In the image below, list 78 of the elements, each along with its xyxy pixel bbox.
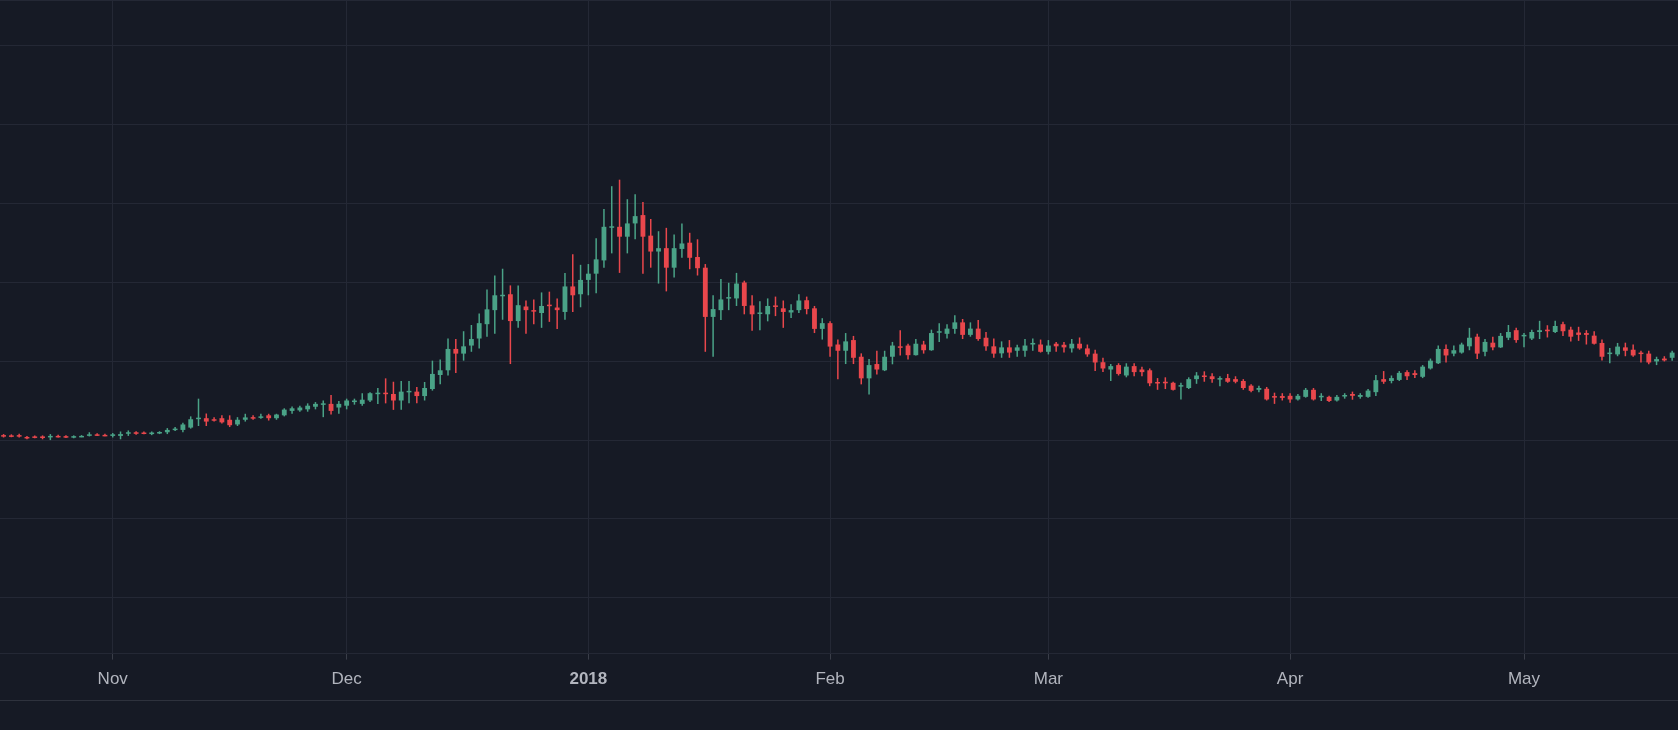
candlestick bbox=[453, 338, 459, 374]
candlestick bbox=[414, 386, 420, 405]
candlestick bbox=[882, 350, 888, 372]
candlestick bbox=[812, 305, 817, 334]
x-tick-label: Nov bbox=[97, 669, 129, 689]
candlestick bbox=[632, 193, 638, 241]
candlestick bbox=[1537, 320, 1543, 340]
candlestick bbox=[609, 185, 615, 255]
candlestick bbox=[749, 294, 755, 332]
candlestick bbox=[570, 253, 576, 313]
candlestick bbox=[391, 380, 396, 411]
candlestick bbox=[289, 405, 295, 415]
x-tick-label: May bbox=[1507, 669, 1541, 689]
candlestick bbox=[585, 263, 591, 297]
candlestick bbox=[539, 291, 544, 329]
candlestick bbox=[952, 314, 958, 335]
candlestick bbox=[531, 298, 537, 325]
candlestick bbox=[624, 198, 630, 255]
x-tick-label: 2018 bbox=[569, 669, 608, 689]
candlestick bbox=[773, 295, 778, 317]
candlestick bbox=[741, 279, 747, 316]
candlestick bbox=[398, 380, 404, 411]
candlestick bbox=[890, 341, 895, 366]
x-tick-label: Mar bbox=[1033, 669, 1064, 689]
candlestick bbox=[679, 222, 685, 259]
candlestick bbox=[1435, 344, 1441, 365]
candlestick bbox=[476, 312, 482, 350]
candlestick bbox=[835, 338, 841, 380]
candlestick bbox=[851, 335, 856, 365]
candlestick bbox=[430, 359, 435, 392]
candlestick bbox=[726, 282, 732, 311]
candlestick bbox=[336, 400, 342, 415]
x-tick-label: Apr bbox=[1276, 669, 1304, 689]
candlestick bbox=[975, 319, 981, 342]
candlestick bbox=[929, 328, 934, 352]
candlestick bbox=[1178, 382, 1184, 401]
candlestick bbox=[695, 238, 700, 277]
x-tick-label: Feb bbox=[815, 669, 845, 689]
candlestick bbox=[1412, 369, 1418, 379]
candlestick bbox=[1217, 375, 1223, 387]
candlestick bbox=[1092, 348, 1098, 372]
candlestick bbox=[422, 381, 428, 402]
candlestick bbox=[960, 318, 966, 340]
candlestick bbox=[991, 337, 997, 359]
candlestick bbox=[437, 358, 443, 386]
candlestick bbox=[1030, 337, 1036, 352]
candlestick bbox=[1209, 372, 1215, 384]
candlestick bbox=[656, 230, 661, 285]
candlestick bbox=[671, 233, 677, 279]
candlestick bbox=[1108, 363, 1114, 382]
candlestick bbox=[796, 293, 802, 314]
candlestick bbox=[819, 317, 825, 341]
candlestick bbox=[734, 272, 739, 307]
candlestick bbox=[1373, 374, 1379, 397]
candlestick bbox=[359, 392, 365, 407]
candlestick bbox=[461, 330, 467, 362]
candlestick bbox=[1474, 333, 1480, 360]
candlestick bbox=[663, 227, 669, 293]
candlestick bbox=[765, 297, 771, 323]
candlestick bbox=[858, 352, 864, 386]
candlestick bbox=[874, 350, 880, 376]
candlestick bbox=[1467, 327, 1472, 351]
candlestick bbox=[468, 324, 474, 353]
candlestick bbox=[578, 264, 583, 309]
candlestick bbox=[897, 329, 903, 357]
candlestick bbox=[617, 178, 622, 274]
candlestick bbox=[687, 232, 693, 270]
candlestick bbox=[780, 299, 786, 329]
candlestick bbox=[936, 322, 942, 343]
candlestick bbox=[492, 274, 498, 335]
candlestick bbox=[648, 218, 654, 269]
candlestick bbox=[757, 300, 763, 331]
candlestick bbox=[515, 284, 521, 329]
candlestick bbox=[843, 332, 849, 365]
candlestick bbox=[710, 294, 716, 358]
candlestick bbox=[593, 237, 599, 294]
candlestick bbox=[718, 278, 724, 321]
x-tick-label: Dec bbox=[331, 669, 363, 689]
